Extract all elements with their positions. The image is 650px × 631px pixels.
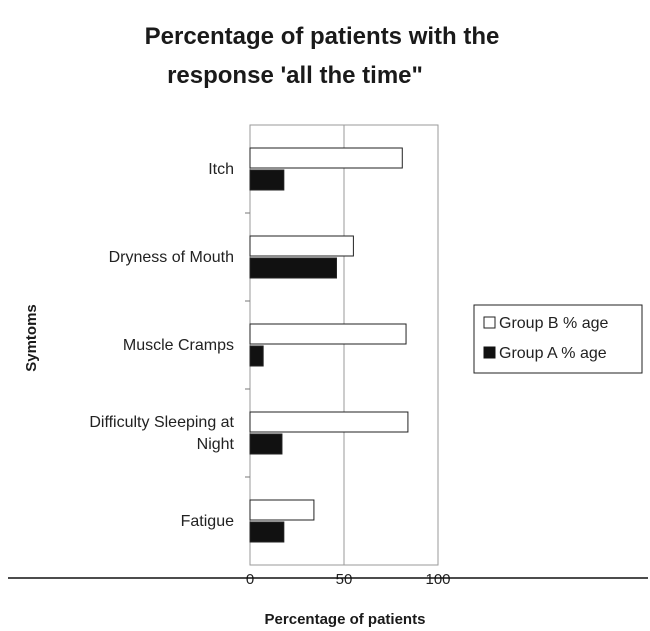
- category-label: Difficulty Sleeping at Night: [89, 414, 234, 453]
- bars: [249, 147, 409, 543]
- bar-group-b-3: [249, 323, 407, 345]
- x-tick-label: 0: [246, 571, 254, 588]
- bar-group-b-2: [249, 235, 354, 257]
- category-label: Fatigue: [181, 513, 234, 530]
- chart-title-line-2: response 'all the time": [167, 62, 423, 89]
- x-tick-labels: 0 50 100: [246, 571, 451, 588]
- legend-label-group-b: Group B % age: [499, 315, 609, 332]
- legend-swatch-group-a: [483, 346, 496, 359]
- legend: Group B % age Group A % age: [473, 304, 643, 374]
- x-tick-label: 100: [425, 571, 450, 588]
- bar-group-a-4: [249, 433, 283, 455]
- category-label: Itch: [208, 161, 234, 178]
- bar-group-a-1: [249, 169, 285, 191]
- category-label: Dryness of Mouth: [109, 249, 234, 266]
- legend-frame: [473, 304, 643, 374]
- bar-group-b-4: [249, 411, 409, 433]
- x-axis-label: Percentage of patients: [265, 611, 426, 628]
- x-tick-label: 50: [336, 571, 353, 588]
- legend-swatch-group-b: [483, 316, 496, 329]
- bar-group-a-3: [249, 345, 264, 367]
- category-label: Muscle Cramps: [123, 337, 234, 354]
- chart-title-line-1: Percentage of patients with the: [145, 23, 500, 50]
- bar-group-b-5: [249, 499, 315, 521]
- legend-label-group-a: Group A % age: [499, 345, 607, 362]
- gridlines: [245, 125, 345, 565]
- bar-group-a-5: [249, 521, 285, 543]
- y-axis-label: Symtoms: [23, 304, 40, 372]
- category-labels: Itch Dryness of Mouth Muscle Cramps Difficu…: [89, 161, 234, 530]
- bar-group-a-2: [249, 257, 337, 279]
- bar-group-b-1: [249, 147, 403, 169]
